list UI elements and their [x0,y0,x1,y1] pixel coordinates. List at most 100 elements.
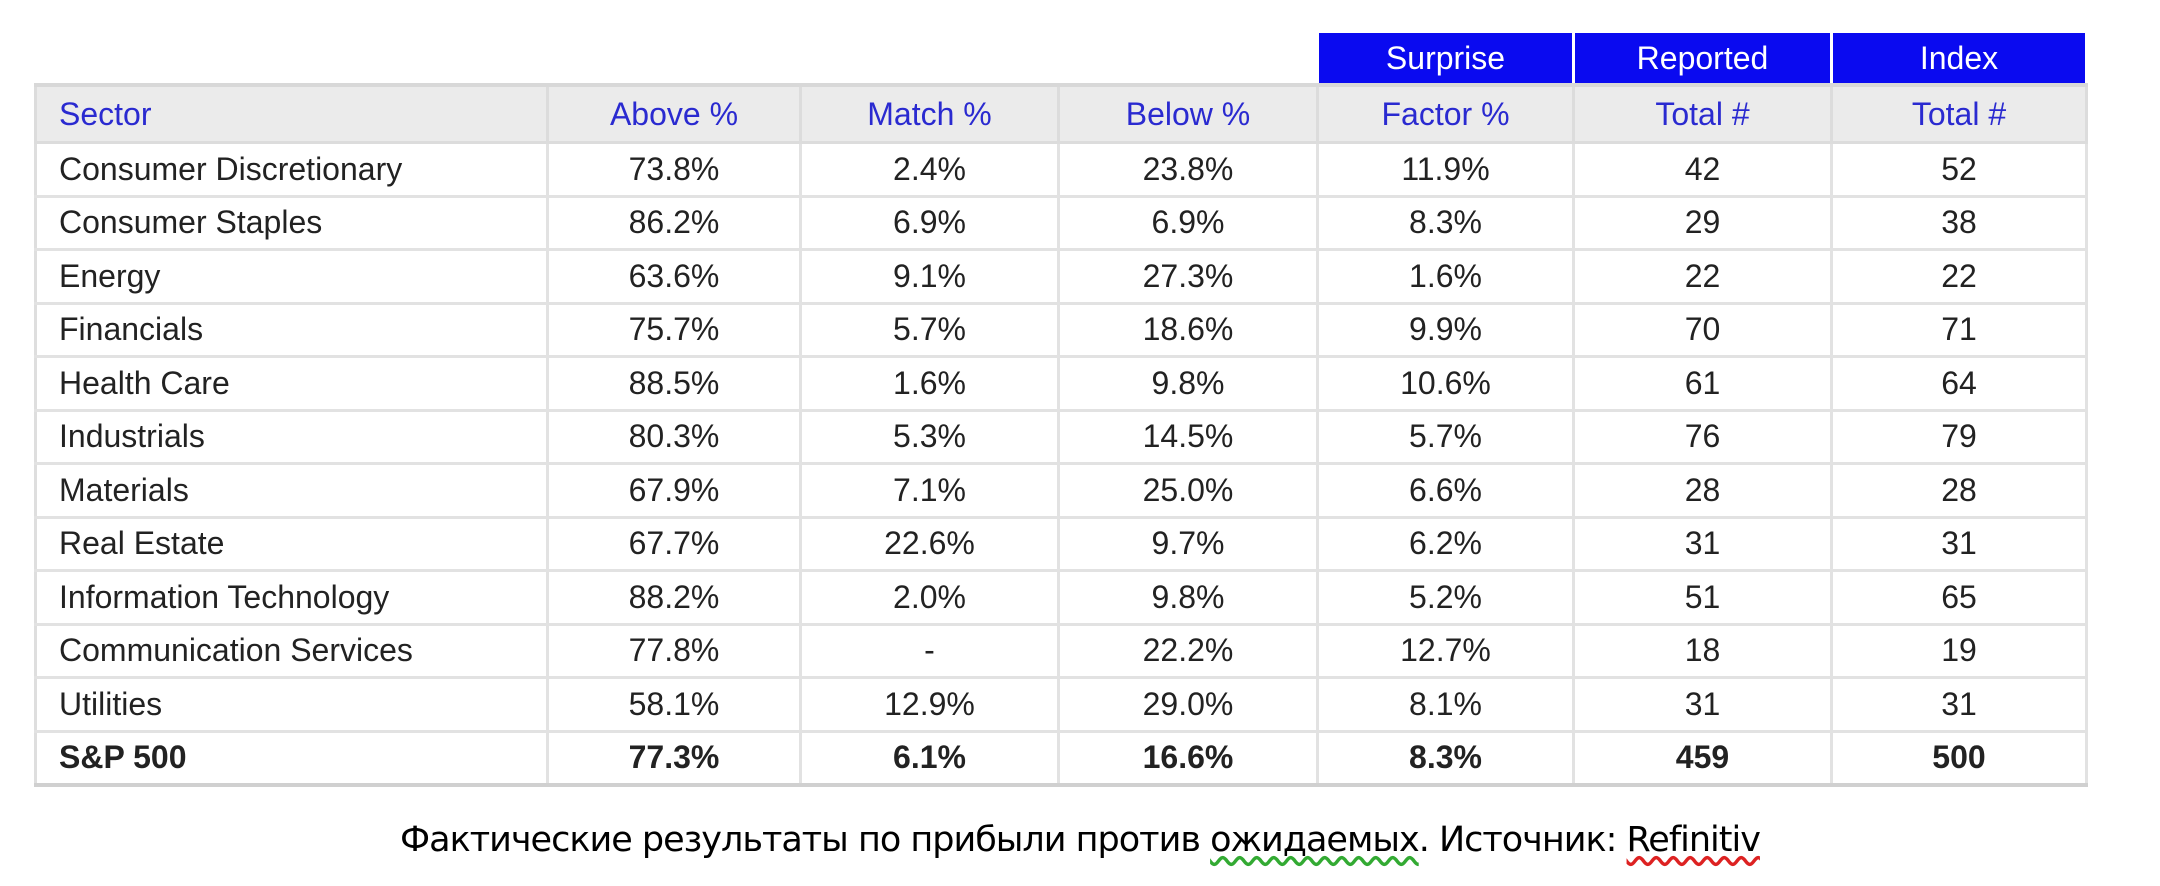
table-cell: 67.7% [546,515,802,572]
caption-word-spellcheck: ожидаемых [1210,820,1420,860]
table-cell: 9.8% [1057,569,1319,626]
table-cell: 29.0% [1057,676,1319,733]
table-cell: Information Technology [34,569,549,626]
table-row: Health Care 88.5% 1.6% 9.8% 10.6% 61 64 [34,355,2088,412]
table-cell: 6.1% [799,729,1060,787]
table-row: Communication Services 77.8% -22.2% 12.7% 18… [34,622,2088,679]
table-cell: 6.6% [1316,462,1575,519]
table-row: Energy 63.6% 9.1% 27.3% 1.6% 22 22 [34,248,2088,305]
table-cell: 1.6% [799,355,1060,412]
table-cell: 27.3% [1057,248,1319,305]
table-cell: 29 [1572,194,1833,251]
table-cell: 5.3% [799,408,1060,465]
table-cell: Health Care [34,355,549,412]
table-cell: 8.3% [1316,729,1575,787]
earnings-surprise-table: Surprise Reported Index Sector Above % Match… [34,33,2088,787]
group-header-5: Reported [1572,33,1833,85]
table-cell: S&P 500 [34,729,549,787]
table-cell: 77.3% [546,729,802,787]
table-cell: 22 [1572,248,1833,305]
table-cell: 88.2% [546,569,802,626]
group-header-4: Surprise [1316,33,1575,85]
table-cell: 5.7% [1316,408,1575,465]
table-cell: 7.1% [799,462,1060,519]
table-cell: 75.7% [546,301,802,358]
table-cell: 6.2% [1316,515,1575,572]
table-cell: 9.9% [1316,301,1575,358]
column-header-6: Total # [1830,83,2088,144]
table-cell: 1.6% [1316,248,1575,305]
table-cell: 76 [1572,408,1833,465]
table-cell: 28 [1830,462,2088,519]
table-cell: Industrials [34,408,549,465]
column-header-1: Above % [546,83,802,144]
group-header-2 [800,33,1059,85]
group-header-1 [547,33,801,85]
table-cell: 5.2% [1316,569,1575,626]
caption-text: Фактические результаты по прибыли против [400,820,1211,860]
table-cell: 22.6% [799,515,1060,572]
table-cell: Communication Services [34,622,549,679]
table-cell: 80.3% [546,408,802,465]
group-header-row: Surprise Reported Index [35,33,2088,85]
table-cell: Materials [34,462,549,519]
table-cell: 71 [1830,301,2088,358]
caption-source-label: . Источник: [1418,820,1627,860]
column-header-4: Factor % [1316,83,1575,144]
table-row: Consumer Discretionary 73.8% 2.4% 23.8% 11.9… [34,141,2088,198]
table-cell: 23.8% [1057,141,1319,198]
total-row: S&P 500 77.3% 6.1% 16.6% 8.3% 459 500 [34,729,2088,787]
table-cell: 79 [1830,408,2088,465]
table-cell: 70 [1572,301,1833,358]
table-cell: 10.6% [1316,355,1575,412]
table-row: Materials 67.9% 7.1% 25.0% 6.6% 28 28 [34,462,2088,519]
table-cell: 459 [1572,729,1833,787]
table-cell: 5.7% [799,301,1060,358]
table-cell: 86.2% [546,194,802,251]
table-cell: 9.7% [1057,515,1319,572]
column-header-5: Total # [1572,83,1833,144]
caption-source: Refinitiv [1626,820,1761,860]
table-cell: 77.8% [546,622,802,679]
table-cell: 11.9% [1316,141,1575,198]
group-header-3 [1058,33,1318,85]
table-cell: 52 [1830,141,2088,198]
table-cell: 88.5% [546,355,802,412]
table-cell: 19 [1830,622,2088,679]
table-row: Utilities 58.1% 12.9% 29.0% 8.1% 31 31 [34,676,2088,733]
column-header-row: Sector Above % Match % Below % Factor % Total… [34,83,2088,144]
table-cell: 14.5% [1057,408,1319,465]
table-cell: Consumer Discretionary [34,141,549,198]
table-cell: 8.1% [1316,676,1575,733]
table-cell: 28 [1572,462,1833,519]
table-cell: 22 [1830,248,2088,305]
table-cell: 63.6% [546,248,802,305]
column-header-0: Sector [34,83,549,144]
table-cell: 12.7% [1316,622,1575,679]
table-cell: 25.0% [1057,462,1319,519]
table-cell: 6.9% [1057,194,1319,251]
table-cell: 42 [1572,141,1833,198]
table-cell: Real Estate [34,515,549,572]
table-cell: 9.1% [799,248,1060,305]
table-cell: 8.3% [1316,194,1575,251]
table-cell: 73.8% [546,141,802,198]
table-cell: 58.1% [546,676,802,733]
caption: Фактические результаты по прибыли против… [0,820,2160,860]
table-cell: 38 [1830,194,2088,251]
table-cell: 31 [1572,676,1833,733]
table-cell: 9.8% [1057,355,1319,412]
group-header-6: Index [1830,33,2088,85]
table-cell: 22.2% [1057,622,1319,679]
table-cell: - [799,622,1060,679]
table-cell: 18 [1572,622,1833,679]
table-cell: 65 [1830,569,2088,626]
table-row: Financials 75.7% 5.7% 18.6% 9.9% 70 71 [34,301,2088,358]
table-cell: 2.0% [799,569,1060,626]
column-header-3: Below % [1057,83,1319,144]
table-cell: 31 [1830,515,2088,572]
table-cell: 64 [1830,355,2088,412]
table-row: Consumer Staples 86.2% 6.9% 6.9% 8.3% 29 38 [34,194,2088,251]
table-cell: Consumer Staples [34,194,549,251]
table-cell: Financials [34,301,549,358]
